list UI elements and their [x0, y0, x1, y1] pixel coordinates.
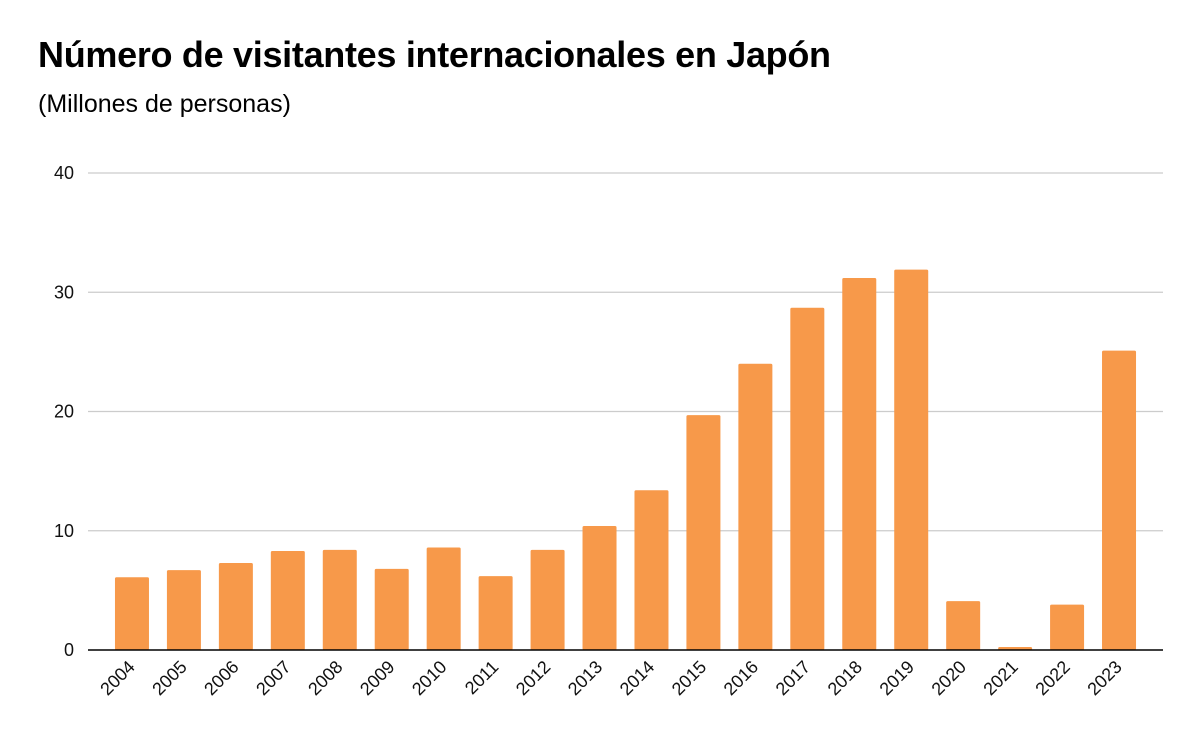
bar-2017 [790, 307, 825, 650]
x-tick-label: 2022 [1031, 657, 1073, 699]
x-tick-label: 2019 [876, 657, 918, 699]
y-axis-ticks: 0 10 20 30 40 [54, 163, 74, 660]
bar-2022 [1050, 604, 1085, 650]
bar-2023 [1102, 350, 1137, 650]
x-tick-label: 2007 [252, 657, 294, 699]
x-tick-label: 2015 [668, 657, 710, 699]
x-tick-label: 2013 [564, 657, 606, 699]
bar-2014 [634, 490, 669, 650]
bar-2009 [374, 568, 409, 650]
x-tick-label: 2006 [200, 657, 242, 699]
x-tick-label: 2018 [824, 657, 866, 699]
bar-2004 [114, 577, 149, 650]
x-tick-label: 2008 [304, 657, 346, 699]
chart-subtitle: (Millones de personas) [38, 90, 291, 118]
x-tick-label: 2021 [979, 657, 1021, 699]
bar-2016 [738, 363, 773, 650]
x-tick-label: 2005 [148, 657, 190, 699]
y-tick-label: 40 [54, 163, 74, 183]
x-tick-label: 2017 [772, 657, 814, 699]
x-tick-label: 2004 [96, 657, 138, 699]
bar-2012 [530, 549, 565, 650]
chart-title: Número de visitantes internacionales en … [38, 34, 831, 75]
x-axis-ticks: 2004 2005 2006 2007 2008 2009 2010 2011 2012 2013… [96, 657, 1126, 699]
bar-2010 [426, 547, 461, 650]
x-tick-label: 2011 [461, 657, 503, 699]
bar-2006 [218, 562, 253, 650]
y-tick-label: 10 [54, 521, 74, 541]
bar-2019 [894, 269, 929, 650]
bar-2005 [166, 570, 201, 650]
x-tick-label: 2014 [616, 657, 658, 699]
x-tick-label: 2023 [1083, 657, 1125, 699]
bar-2015 [686, 415, 721, 650]
bar-2020 [946, 601, 981, 650]
y-tick-label: 0 [64, 640, 74, 660]
x-tick-label: 2009 [356, 657, 398, 699]
x-tick-label: 2010 [408, 657, 450, 699]
y-tick-label: 30 [54, 282, 74, 302]
y-tick-label: 20 [54, 402, 74, 422]
bar-2008 [322, 549, 357, 650]
bar-2013 [582, 525, 617, 650]
bar-2007 [270, 551, 305, 650]
gridlines [88, 172, 1163, 532]
x-tick-label: 2012 [512, 657, 554, 699]
bars [114, 269, 1137, 650]
x-tick-label: 2020 [928, 657, 970, 699]
x-tick-label: 2016 [720, 657, 762, 699]
bar-2018 [842, 277, 877, 650]
bar-2011 [478, 576, 513, 650]
